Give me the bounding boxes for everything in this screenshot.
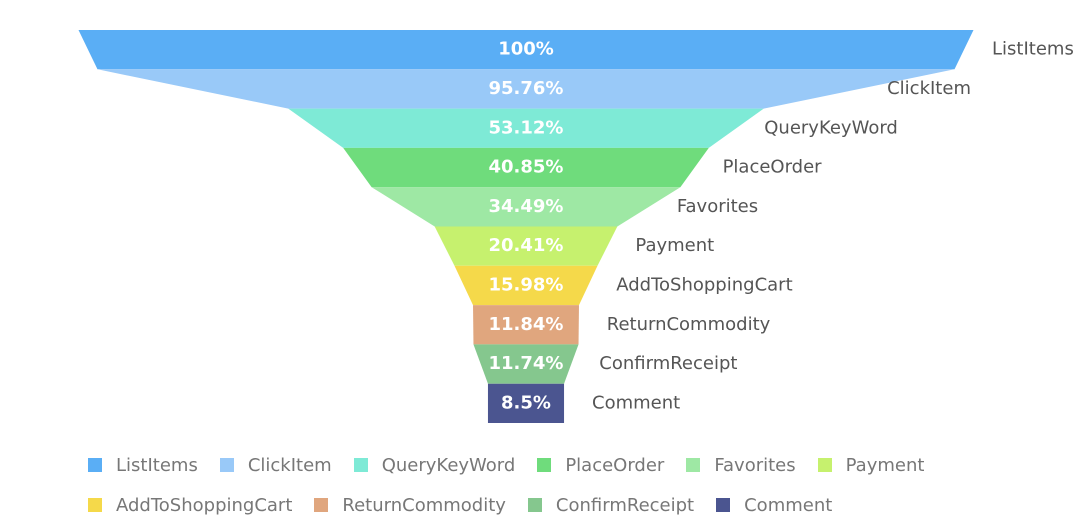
legend-swatch (219, 458, 234, 472)
side-label: ClickItem (887, 78, 971, 99)
chart: 100% ListItems 95.76% ClickItem 53.12% QueryK… (78, 30, 1074, 423)
funnel-segment (454, 265, 598, 306)
legend-swatch (686, 458, 701, 472)
side-label: Favorites (677, 196, 758, 217)
legend-item[interactable]: ConfirmReceipt (527, 492, 695, 518)
side-label: Payment (635, 235, 714, 256)
segment-label: 40.85% (489, 157, 564, 178)
side-label: QueryKeyWord (764, 117, 898, 138)
segment-label: 53.12% (489, 117, 564, 138)
segment-label: 95.76% (489, 78, 564, 99)
legend-item[interactable]: Favorites (686, 452, 796, 478)
legend-item[interactable]: Comment (716, 492, 832, 518)
legend-item[interactable]: ClickItem (219, 452, 332, 478)
funnel-segment (371, 187, 681, 227)
legend: ListItems ClickItem QueryKeyWord PlaceOrder… (88, 452, 988, 518)
side-label: Comment (592, 392, 680, 413)
legend-label: Comment (744, 494, 833, 516)
funnel-segment (473, 344, 579, 384)
funnel-segment (434, 226, 618, 266)
funnel-segment (473, 305, 579, 345)
funnel-segment (343, 147, 709, 188)
legend-label: Payment (845, 454, 925, 476)
legend-label: ClickItem (247, 454, 332, 476)
segment-label: 8.5% (501, 392, 551, 413)
legend-swatch (88, 458, 102, 472)
side-label: ListItems (992, 39, 1074, 60)
legend-label: ListItems (116, 454, 198, 476)
legend-label: ConfirmReceipt (555, 494, 695, 516)
legend-label: ReturnCommodity (342, 494, 506, 516)
legend-item[interactable]: ListItems (88, 452, 198, 478)
segment-label: 100% (498, 39, 554, 60)
legend-item[interactable]: AddToShoppingCart (88, 492, 292, 518)
legend-item[interactable]: PlaceOrder (537, 452, 664, 478)
legend-label: QueryKeyWord (381, 454, 516, 476)
funnel-segment (78, 30, 974, 70)
side-label: PlaceOrder (723, 157, 823, 178)
segment-label: 11.84% (489, 314, 564, 335)
legend-swatch (817, 458, 832, 472)
side-label: AddToShoppingCart (616, 274, 792, 295)
legend-swatch (353, 458, 368, 472)
segment-label: 20.41% (489, 235, 564, 256)
legend-swatch (716, 498, 731, 512)
funnel-segment (288, 108, 764, 148)
funnel-segment (487, 383, 565, 423)
legend-swatch (314, 498, 329, 512)
legend-swatch (88, 498, 102, 512)
side-label: ConfirmReceipt (599, 353, 737, 374)
side-label: ReturnCommodity (607, 314, 771, 335)
legend-label: AddToShoppingCart (116, 494, 293, 516)
legend-item[interactable]: Payment (817, 452, 925, 478)
segment-label: 15.98% (489, 274, 564, 295)
legend-label: Favorites (714, 454, 796, 476)
segment-label: 34.49% (489, 196, 564, 217)
legend-item[interactable]: QueryKeyWord (353, 452, 516, 478)
funnel-segment (97, 69, 955, 109)
legend-swatch (537, 458, 552, 472)
segment-label: 11.74% (489, 353, 564, 374)
legend-label: PlaceOrder (565, 454, 665, 476)
legend-swatch (527, 498, 542, 512)
legend-item[interactable]: ReturnCommodity (314, 492, 506, 518)
